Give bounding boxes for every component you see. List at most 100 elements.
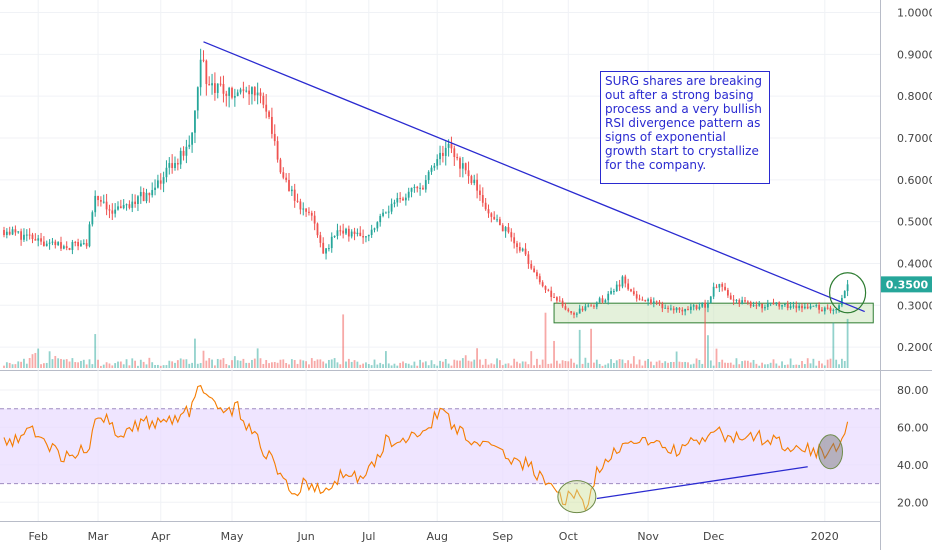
volume-bar	[60, 359, 62, 368]
volume-bar	[314, 361, 316, 368]
volume-bar	[738, 364, 740, 368]
candle-body	[445, 148, 447, 156]
volume-bar	[40, 364, 42, 368]
candle-body	[499, 219, 501, 225]
candle-body	[565, 306, 567, 309]
volume-bar	[661, 363, 663, 368]
volume-bar	[587, 363, 589, 368]
candle-body	[66, 246, 68, 248]
candle-body	[596, 302, 598, 306]
candle-body	[522, 249, 524, 251]
volume-bar	[696, 358, 698, 368]
candle-body	[97, 196, 99, 200]
volume-bar	[539, 365, 541, 368]
candle-body	[197, 87, 199, 110]
volume-bar	[781, 361, 783, 368]
candle-body	[479, 191, 481, 195]
candle-body	[425, 180, 427, 189]
candle-body	[325, 248, 327, 253]
candle-body	[308, 212, 310, 213]
candle-body	[496, 219, 498, 220]
volume-bar	[513, 359, 515, 368]
volume-bar	[528, 364, 530, 368]
candle-body	[693, 305, 695, 306]
candle-body	[533, 268, 535, 272]
candle-body	[183, 151, 185, 156]
candle-body	[32, 235, 34, 239]
candle-body	[243, 89, 245, 90]
candle-body	[374, 228, 376, 229]
candle-body	[627, 283, 629, 289]
candle-body	[297, 201, 299, 202]
price-tick-label: 1.0000	[897, 7, 932, 20]
volume-bar	[767, 364, 769, 368]
volume-bar	[579, 330, 581, 368]
volume-bar	[240, 361, 242, 368]
volume-bar	[203, 351, 205, 368]
candle-body	[334, 236, 336, 237]
candle-body	[174, 163, 176, 168]
candle-body	[704, 303, 706, 308]
candle-body	[667, 308, 669, 309]
volume-bar	[211, 360, 213, 368]
candle-body	[844, 291, 846, 298]
candle-body	[508, 227, 510, 232]
candle-body	[619, 285, 621, 287]
volume-bar	[100, 366, 102, 368]
candle-body	[237, 92, 239, 96]
candle-body	[277, 141, 279, 159]
candle-body	[94, 196, 96, 212]
volume-bar	[659, 360, 661, 368]
volume-bar	[166, 365, 168, 368]
volume-bar	[129, 365, 131, 368]
volume-bar	[773, 359, 775, 368]
candle-body	[34, 239, 36, 241]
candle-body	[357, 233, 359, 234]
volume-bar	[123, 364, 125, 368]
volume-bar	[46, 363, 48, 368]
candle-body	[305, 209, 307, 212]
candle-body	[220, 84, 222, 85]
volume-bar	[485, 359, 487, 368]
candle-body	[773, 303, 775, 305]
candle-body	[254, 87, 256, 95]
candle-body	[536, 272, 538, 276]
candle-body	[676, 308, 678, 310]
candle-body	[778, 302, 780, 306]
candle-body	[103, 202, 105, 203]
volume-bar	[325, 364, 327, 368]
time-tick-label: Mar	[88, 530, 109, 543]
candle-body	[756, 305, 758, 306]
volume-bar	[718, 362, 720, 368]
candle-body	[471, 176, 473, 183]
volume-bar	[687, 362, 689, 368]
volume-bar	[459, 361, 461, 368]
candle-body	[670, 308, 672, 309]
volume-bar	[86, 364, 88, 368]
price-tick-label: 0.4000	[897, 257, 932, 270]
annotation-text-box: SURG shares are breaking out after a str…	[600, 71, 770, 184]
volume-bar	[453, 360, 455, 368]
candle-body	[123, 205, 125, 208]
candle-body	[388, 212, 390, 213]
candle-body	[585, 306, 587, 310]
volume-bar	[824, 365, 826, 368]
candle-body	[69, 248, 71, 250]
volume-bar	[741, 361, 743, 368]
volume-bar	[425, 361, 427, 368]
candle-body	[428, 172, 430, 180]
candle-body	[747, 302, 749, 303]
volume-bar	[114, 363, 116, 368]
volume-bar	[399, 363, 401, 368]
volume-bar	[721, 360, 723, 368]
candle-body	[348, 229, 350, 237]
volume-bar	[342, 314, 344, 368]
rsi-high-circle	[819, 435, 843, 469]
volume-bar	[348, 359, 350, 368]
volume-bar	[6, 362, 8, 368]
candle-body	[767, 303, 769, 307]
volume-bar	[793, 365, 795, 368]
volume-bar	[619, 359, 621, 368]
candle-body	[696, 305, 698, 309]
candle-body	[240, 89, 242, 92]
